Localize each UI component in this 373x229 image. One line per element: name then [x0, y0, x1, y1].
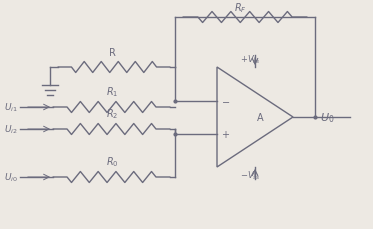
Text: $-V_{ss}$: $-V_{ss}$ [239, 169, 260, 182]
Text: $-$: $-$ [221, 96, 230, 106]
Text: $+V_{ss}$: $+V_{ss}$ [239, 53, 260, 66]
Text: R: R [109, 48, 116, 58]
Text: $+$: $+$ [221, 128, 230, 139]
Text: $R_0$: $R_0$ [106, 155, 119, 168]
Text: $R_F$: $R_F$ [233, 1, 247, 15]
Text: $U_{i0}$: $U_{i0}$ [4, 171, 18, 183]
Text: $U_0$: $U_0$ [320, 111, 335, 124]
Text: $U_{i1}$: $U_{i1}$ [4, 101, 18, 114]
Text: $U_{i2}$: $U_{i2}$ [4, 123, 18, 136]
Text: A: A [257, 112, 263, 123]
Text: $R_2$: $R_2$ [106, 107, 119, 120]
Text: $R_1$: $R_1$ [106, 85, 119, 98]
